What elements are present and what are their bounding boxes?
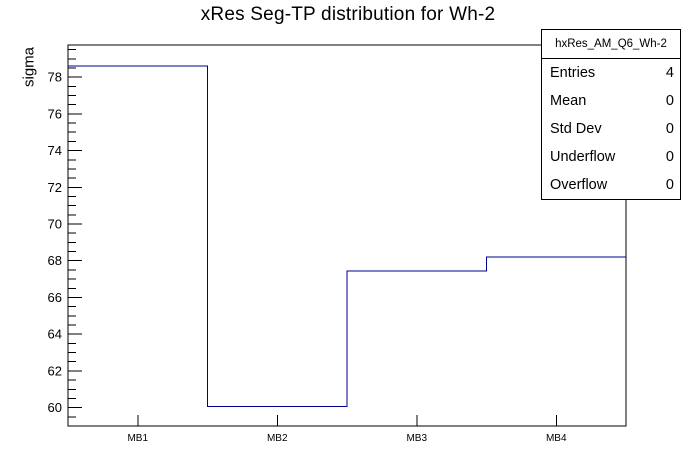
x-tick-label: MB2 [267, 433, 288, 444]
y-tick-label: 64 [48, 327, 62, 342]
x-tick-label: MB3 [406, 433, 427, 444]
y-tick-label: 76 [48, 106, 62, 121]
y-tick-label: 74 [48, 143, 62, 158]
plot-frame [67, 44, 627, 427]
x-tick-label: MB4 [546, 433, 567, 444]
stats-row-label: Entries [550, 65, 596, 81]
stats-row-label: Underflow [550, 149, 616, 165]
histogram-step-line [68, 65, 626, 408]
y-tick-label: 68 [48, 253, 62, 268]
stats-row: Entries 4 [542, 59, 680, 87]
stats-row-label: Mean [550, 93, 587, 109]
stats-row-value: 0 [665, 93, 674, 109]
stats-row: Overflow 0 [542, 171, 680, 199]
x-tick-label: MB1 [127, 433, 148, 444]
stats-row-value: 0 [665, 121, 674, 137]
plot-title: xRes Seg-TP distribution for Wh-2 [200, 4, 496, 25]
stats-row-value: 4 [665, 65, 674, 81]
y-tick-label: 72 [48, 180, 62, 195]
stats-box-rows: Entries 4 Mean 0 Std Dev 0 Underflow 0 O… [542, 59, 680, 199]
stats-row: Std Dev 0 [542, 115, 680, 143]
stats-row: Mean 0 [542, 87, 680, 115]
stats-row-label: Std Dev [550, 121, 602, 137]
y-tick-label: 70 [48, 217, 62, 232]
y-tick-label: 62 [48, 363, 62, 378]
stats-row-value: 0 [665, 177, 674, 193]
stats-box: hxRes_AM_Q6_Wh-2 Entries 4 Mean 0 Std De… [541, 29, 681, 200]
y-tick-label: 78 [48, 70, 62, 85]
stats-row: Underflow 0 [542, 143, 680, 171]
y-tick-label: 60 [48, 400, 62, 415]
stats-row-label: Overflow [550, 177, 608, 193]
y-tick-label: 66 [48, 290, 62, 305]
stats-box-title: hxRes_AM_Q6_Wh-2 [542, 30, 680, 59]
stats-row-value: 0 [665, 149, 674, 165]
